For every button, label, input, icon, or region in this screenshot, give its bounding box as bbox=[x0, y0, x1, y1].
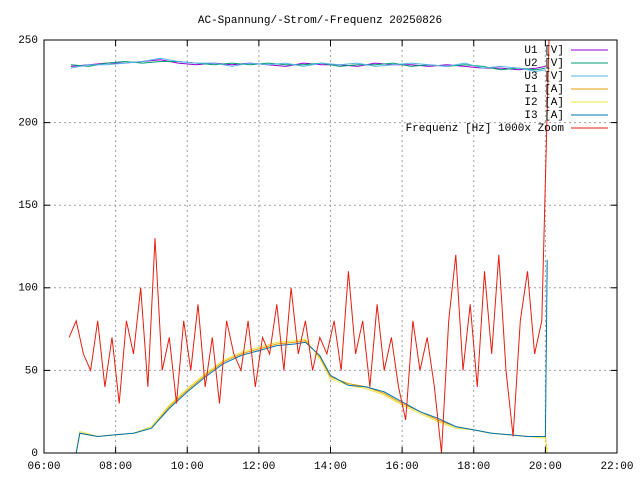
series-line bbox=[75, 259, 548, 454]
x-tick-label: 22:00 bbox=[600, 461, 633, 473]
plot-border bbox=[43, 39, 618, 454]
chart-title: AC-Spannung/-Strom/-Frequenz 20250826 bbox=[198, 15, 442, 27]
x-tick-label: 14:00 bbox=[314, 461, 347, 473]
x-tick-label: 08:00 bbox=[99, 461, 132, 473]
y-tick-label: 0 bbox=[31, 448, 38, 460]
series-line bbox=[68, 39, 550, 454]
x-tick-label: 18:00 bbox=[457, 461, 490, 473]
x-tick-label: 20:00 bbox=[529, 461, 562, 473]
legend-label: Frequenz [Hz] 1000x Zoom bbox=[406, 123, 565, 135]
legend-label: I3 [A] bbox=[524, 110, 564, 122]
x-tick-label: 12:00 bbox=[242, 461, 275, 473]
x-tick-label: 06:00 bbox=[27, 461, 60, 473]
y-tick-label: 200 bbox=[18, 118, 38, 130]
x-tick-label: 16:00 bbox=[386, 461, 419, 473]
y-tick-label: 50 bbox=[25, 365, 38, 377]
x-tick-label: 10:00 bbox=[171, 461, 204, 473]
legend-label: I1 [A] bbox=[524, 84, 564, 96]
legend-label: U1 [V] bbox=[524, 45, 564, 57]
legend-label: I2 [A] bbox=[524, 97, 564, 109]
series-line bbox=[70, 57, 546, 72]
y-tick-label: 150 bbox=[18, 200, 38, 212]
legend-label: U2 [V] bbox=[524, 58, 564, 70]
y-tick-label: 100 bbox=[18, 283, 38, 295]
y-tick-label: 250 bbox=[18, 35, 38, 47]
legend-label: U3 [V] bbox=[524, 71, 564, 83]
